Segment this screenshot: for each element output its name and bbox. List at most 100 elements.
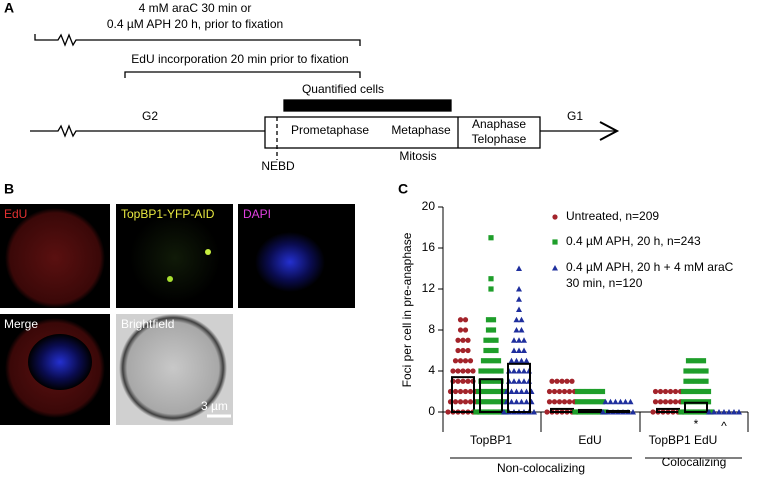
point — [511, 347, 517, 353]
point — [683, 368, 689, 374]
point — [516, 286, 522, 292]
image-label: Brightfield — [121, 317, 174, 331]
point — [630, 409, 636, 415]
text: Telophase — [472, 132, 527, 146]
point — [516, 368, 522, 374]
point — [523, 357, 530, 364]
point — [490, 358, 497, 364]
point — [572, 409, 578, 415]
point — [521, 368, 527, 374]
point — [561, 388, 568, 395]
point — [511, 337, 517, 343]
point — [551, 399, 558, 405]
point — [460, 337, 466, 343]
y-tick-label: 12 — [422, 281, 436, 295]
mean-bar — [507, 362, 531, 414]
point — [559, 378, 565, 384]
g2-line — [30, 124, 265, 138]
point — [467, 358, 474, 364]
point — [485, 327, 492, 333]
y-tick-label: 0 — [428, 404, 435, 418]
point — [680, 388, 687, 395]
point — [518, 357, 525, 364]
mean-bar — [606, 409, 630, 414]
point — [480, 399, 487, 405]
point — [523, 388, 530, 394]
point — [574, 399, 581, 405]
point — [716, 409, 722, 415]
point — [485, 388, 492, 395]
panel-a — [30, 33, 620, 160]
point — [483, 337, 489, 343]
point — [498, 368, 504, 374]
point — [602, 398, 609, 405]
image-label: Merge — [4, 317, 38, 331]
point — [698, 368, 704, 374]
point — [488, 235, 494, 241]
point — [518, 388, 525, 394]
point — [483, 378, 489, 384]
edu-bracket — [124, 71, 361, 78]
point — [467, 388, 474, 395]
point — [445, 409, 451, 415]
legend-label: 0.4 µM APH, 20 h + 4 mM araC — [566, 260, 734, 274]
point — [589, 388, 596, 395]
point — [457, 399, 464, 405]
point — [546, 399, 553, 405]
point — [457, 358, 464, 364]
cell — [130, 213, 220, 303]
micrographs — [0, 204, 355, 425]
point — [465, 337, 471, 343]
point — [521, 337, 527, 343]
point — [599, 388, 606, 395]
point — [493, 347, 499, 354]
point — [500, 399, 507, 405]
quantified-bar — [283, 99, 452, 112]
text: 0.4 µM APH 20 h, prior to fixation — [107, 17, 283, 31]
point — [700, 388, 707, 395]
point — [700, 358, 707, 364]
point — [488, 368, 494, 374]
point — [711, 409, 717, 415]
scale-label: 3 µm — [201, 399, 228, 413]
point — [500, 388, 507, 395]
point — [703, 378, 709, 384]
point — [490, 388, 497, 395]
point — [705, 388, 712, 395]
point — [465, 368, 471, 374]
point — [518, 316, 525, 323]
point — [708, 409, 714, 415]
point — [703, 368, 709, 374]
point — [683, 378, 689, 384]
point — [511, 368, 517, 374]
text: NEBD — [261, 159, 295, 173]
group-label: Non-colocalizing — [497, 461, 585, 475]
point — [594, 388, 601, 395]
mean-bar — [451, 376, 475, 413]
point — [503, 409, 509, 415]
point — [731, 409, 737, 415]
point — [726, 409, 732, 415]
point — [700, 399, 707, 405]
point — [695, 399, 702, 405]
point — [488, 276, 494, 282]
mean-bar — [479, 378, 503, 414]
point — [513, 398, 520, 405]
text: EdU incorporation 20 min prior to fixati… — [131, 52, 348, 66]
panel-label: B — [4, 181, 14, 197]
point — [511, 378, 517, 384]
point — [480, 388, 487, 395]
text: Anaphase — [472, 117, 526, 131]
y-axis-label: Foci per cell in pre-anaphase — [400, 232, 414, 387]
point — [549, 378, 555, 384]
point — [594, 399, 601, 405]
point — [688, 368, 694, 374]
point — [584, 388, 591, 395]
drug-bracket — [34, 33, 361, 47]
point — [480, 358, 487, 364]
x-tick-label: TopBP1 EdU — [649, 433, 718, 447]
group-label: Colocalizing — [662, 455, 727, 469]
point — [695, 388, 702, 395]
chromatin — [28, 334, 92, 390]
